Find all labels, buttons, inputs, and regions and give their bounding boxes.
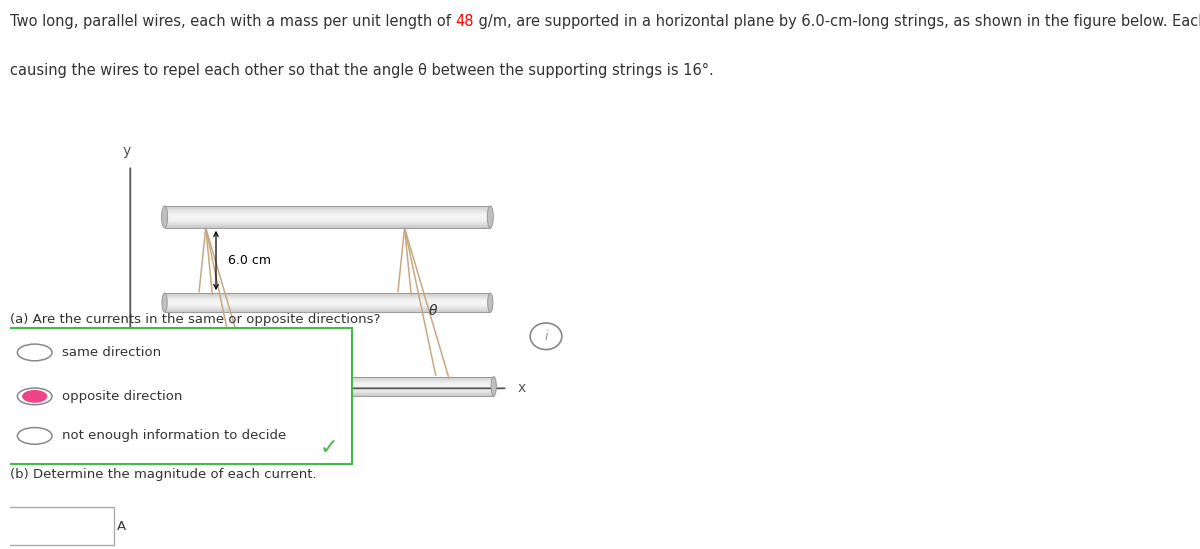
Circle shape xyxy=(17,344,52,361)
Polygon shape xyxy=(164,213,491,214)
Polygon shape xyxy=(164,208,491,209)
Text: A: A xyxy=(116,520,126,533)
Text: (a) Are the currents in the same or opposite directions?: (a) Are the currents in the same or oppo… xyxy=(10,313,380,326)
Polygon shape xyxy=(164,219,491,220)
Polygon shape xyxy=(164,298,491,299)
Polygon shape xyxy=(164,222,491,223)
Text: g/m, are supported in a horizontal plane by 6.0-cm-long strings, as shown in the: g/m, are supported in a horizontal plane… xyxy=(474,14,1200,29)
Text: x: x xyxy=(517,381,526,395)
Polygon shape xyxy=(168,380,493,381)
Polygon shape xyxy=(164,302,491,303)
Polygon shape xyxy=(164,210,491,211)
Text: same direction: same direction xyxy=(62,346,161,359)
Text: opposite direction: opposite direction xyxy=(62,390,182,403)
Polygon shape xyxy=(168,385,493,386)
Polygon shape xyxy=(164,309,491,310)
Text: 48: 48 xyxy=(455,14,474,29)
Circle shape xyxy=(23,391,47,402)
Polygon shape xyxy=(164,220,491,221)
Ellipse shape xyxy=(487,293,493,312)
Text: not enough information to decide: not enough information to decide xyxy=(62,429,287,442)
Polygon shape xyxy=(164,296,491,297)
Polygon shape xyxy=(164,300,491,301)
Ellipse shape xyxy=(166,377,170,396)
Polygon shape xyxy=(168,386,493,387)
Ellipse shape xyxy=(162,293,167,312)
Polygon shape xyxy=(168,395,493,396)
Ellipse shape xyxy=(162,206,168,228)
Polygon shape xyxy=(164,311,491,312)
Polygon shape xyxy=(164,293,491,294)
Polygon shape xyxy=(168,389,493,390)
Polygon shape xyxy=(164,306,491,307)
Circle shape xyxy=(17,388,52,405)
Text: ✓: ✓ xyxy=(319,438,338,458)
Polygon shape xyxy=(164,305,491,306)
Polygon shape xyxy=(168,394,493,395)
Polygon shape xyxy=(168,382,493,383)
Polygon shape xyxy=(164,308,491,309)
Ellipse shape xyxy=(491,377,497,396)
Polygon shape xyxy=(168,392,493,393)
Polygon shape xyxy=(164,304,491,305)
Polygon shape xyxy=(168,390,493,391)
Polygon shape xyxy=(168,391,493,392)
Polygon shape xyxy=(168,379,493,380)
Polygon shape xyxy=(164,303,491,304)
Circle shape xyxy=(17,428,52,444)
Text: Two long, parallel wires, each with a mass per unit length of: Two long, parallel wires, each with a ma… xyxy=(10,14,455,29)
Polygon shape xyxy=(168,388,493,389)
Polygon shape xyxy=(164,307,491,308)
Polygon shape xyxy=(164,297,491,298)
Polygon shape xyxy=(164,226,491,227)
Text: causing the wires to repel each other so that the angle θ between the supporting: causing the wires to repel each other so… xyxy=(10,63,713,78)
Polygon shape xyxy=(168,387,493,388)
Polygon shape xyxy=(164,212,491,213)
Circle shape xyxy=(530,323,562,350)
Polygon shape xyxy=(168,384,493,385)
Ellipse shape xyxy=(487,206,493,228)
Polygon shape xyxy=(164,227,491,228)
FancyBboxPatch shape xyxy=(5,328,352,464)
Polygon shape xyxy=(164,214,491,215)
Polygon shape xyxy=(164,225,491,226)
Polygon shape xyxy=(164,211,491,212)
Text: i: i xyxy=(545,330,547,343)
Polygon shape xyxy=(168,381,493,382)
Text: θ: θ xyxy=(428,304,437,318)
Polygon shape xyxy=(164,221,491,222)
Polygon shape xyxy=(164,223,491,224)
Polygon shape xyxy=(168,377,493,378)
Polygon shape xyxy=(164,299,491,300)
Polygon shape xyxy=(164,310,491,311)
Polygon shape xyxy=(168,393,493,394)
FancyBboxPatch shape xyxy=(5,507,114,546)
Text: y: y xyxy=(122,144,131,158)
Polygon shape xyxy=(164,217,491,219)
Polygon shape xyxy=(168,383,493,384)
Polygon shape xyxy=(164,216,491,217)
Text: (b) Determine the magnitude of each current.: (b) Determine the magnitude of each curr… xyxy=(10,468,317,481)
Polygon shape xyxy=(164,206,491,208)
Polygon shape xyxy=(164,224,491,225)
Polygon shape xyxy=(168,378,493,379)
Polygon shape xyxy=(164,209,491,210)
Polygon shape xyxy=(164,301,491,302)
Polygon shape xyxy=(164,215,491,216)
Polygon shape xyxy=(164,294,491,295)
Polygon shape xyxy=(164,295,491,296)
Text: z: z xyxy=(23,367,30,381)
Text: 6.0 cm: 6.0 cm xyxy=(228,254,271,267)
